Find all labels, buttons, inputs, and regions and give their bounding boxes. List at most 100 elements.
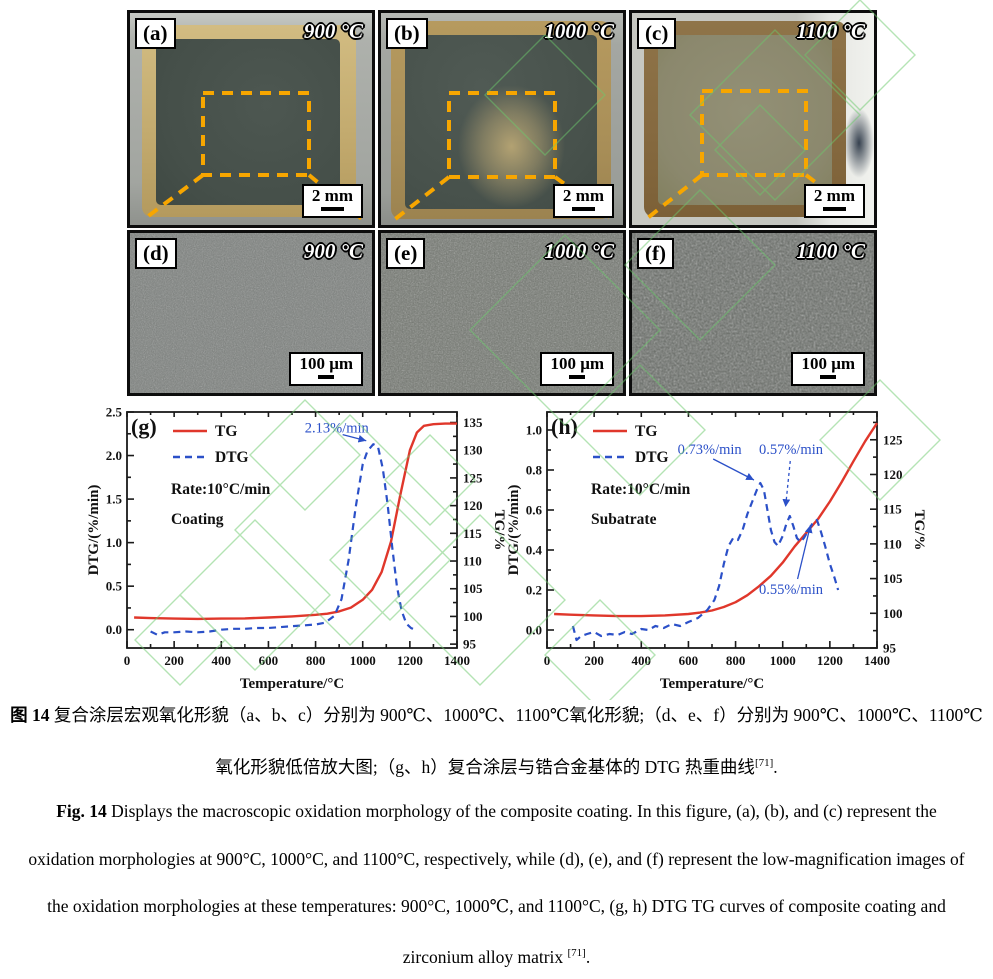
svg-text:0.2: 0.2 [526, 583, 542, 598]
caption-line: oxidation morphologies at 900°C, 1000°C,… [0, 848, 993, 870]
panel-label: (c) [637, 18, 677, 49]
svg-text:1.0: 1.0 [106, 535, 122, 550]
chart-h-tg-dtg-substrate: 0 200 400 600 800 1000 1200 1400 0.0 0.2 0.4 0.6 0.8… [506, 411, 925, 692]
scale-bar-line [318, 375, 335, 379]
caption: 图 14 复合涂层宏观氧化形貌（a、b、c）分别为 900℃、1000℃、110… [0, 700, 993, 979]
scale-bar: 100 μm [540, 352, 614, 386]
sem-panel-e: (e) 1000 °C 100 μm [378, 230, 626, 396]
scale-bar-text: 100 μm [299, 354, 353, 373]
svg-text:125: 125 [883, 432, 903, 447]
panel-label-text: (b) [394, 21, 420, 45]
svg-text:115: 115 [883, 502, 902, 517]
scale-bar: 2 mm [301, 184, 363, 218]
svg-text:0: 0 [124, 653, 131, 668]
scale-bar: 2 mm [552, 184, 614, 218]
svg-text:400: 400 [632, 653, 652, 668]
svg-text:0.73%/min: 0.73%/min [678, 442, 743, 458]
svg-text:TG/%: TG/% [491, 510, 505, 551]
sem-panel-f: (f) 1100 °C 100 μm [629, 230, 877, 396]
temperature-label: 1000 °C [544, 239, 614, 263]
caption-reference: [71] [754, 757, 774, 769]
svg-text:0.5: 0.5 [106, 579, 123, 594]
scale-bar-line [823, 207, 846, 211]
svg-text:1000: 1000 [350, 653, 376, 668]
temperature-label: 1000 °C [544, 19, 614, 43]
svg-text:Coating: Coating [171, 511, 224, 528]
scale-bar-line [321, 207, 344, 211]
panel-label-text: (c) [645, 21, 669, 45]
svg-text:Subatrate: Subatrate [591, 511, 657, 528]
panel-label: (a) [135, 18, 176, 49]
panel-label-text: (f) [645, 241, 666, 265]
svg-text:120: 120 [463, 498, 483, 513]
svg-text:95: 95 [463, 637, 477, 652]
caption-text: Displays the macroscopic oxidation morph… [111, 801, 937, 821]
caption-text: oxidation morphologies at 900°C, 1000°C,… [28, 849, 965, 869]
svg-text:0.0: 0.0 [526, 623, 542, 638]
svg-text:2.0: 2.0 [106, 448, 122, 463]
caption-reference: [71] [567, 947, 586, 959]
panel-label-text: (d) [143, 241, 169, 265]
panel-label: (d) [135, 238, 177, 269]
caption-line: the oxidation morphologies at these temp… [0, 895, 993, 917]
svg-text:200: 200 [584, 653, 604, 668]
svg-text:Rate:10°C/min: Rate:10°C/min [591, 481, 691, 498]
caption-label: Fig. 14 [56, 801, 112, 821]
svg-text:135: 135 [463, 415, 483, 430]
svg-text:DTG: DTG [215, 449, 249, 466]
svg-text:TG: TG [215, 423, 237, 440]
caption-text: . [773, 756, 778, 777]
svg-text:0: 0 [544, 653, 551, 668]
svg-text:115: 115 [463, 526, 482, 541]
svg-text:Temperature/°C: Temperature/°C [660, 676, 764, 692]
svg-text:(h): (h) [551, 414, 578, 439]
svg-text:DTG/(%/min): DTG/(%/min) [506, 485, 522, 576]
scale-bar-line [572, 207, 595, 211]
svg-text:100: 100 [463, 609, 483, 624]
panel-label: (e) [386, 238, 426, 269]
svg-text:0.8: 0.8 [526, 463, 543, 478]
scale-bar-line [820, 375, 837, 379]
sem-panel-d: (d) 900 °C 100 μm [127, 230, 375, 396]
svg-text:800: 800 [306, 653, 326, 668]
svg-text:105: 105 [463, 581, 483, 596]
photo-panel-b: (b) 1000 °C 2 mm [378, 10, 626, 228]
scale-bar: 100 μm [791, 352, 865, 386]
svg-text:1200: 1200 [817, 653, 843, 668]
caption-text: 复合涂层宏观氧化形貌（a、b、c）分别为 900℃、1000℃、1100℃氧化形… [53, 705, 983, 725]
svg-text:105: 105 [883, 571, 903, 586]
panel-label: (b) [386, 18, 428, 49]
svg-text:110: 110 [883, 536, 902, 551]
caption-label: 图 14 [10, 705, 54, 725]
svg-text:200: 200 [164, 653, 184, 668]
svg-text:800: 800 [726, 653, 746, 668]
photo-panel-a: (a) 900 °C 2 mm [127, 10, 375, 228]
caption-text: 氧化形貌低倍放大图;（g、h）复合涂层与锆合金基体的 DTG 热重曲线 [215, 756, 755, 777]
svg-text:0.57%/min: 0.57%/min [759, 442, 824, 458]
scale-bar-text: 100 μm [550, 354, 604, 373]
svg-text:Temperature/°C: Temperature/°C [240, 676, 344, 692]
caption-line: zirconium alloy matrix [71]. [0, 942, 993, 968]
scale-bar-text: 2 mm [311, 186, 353, 205]
svg-text:0.55%/min: 0.55%/min [759, 582, 824, 598]
svg-text:110: 110 [463, 554, 482, 569]
svg-text:130: 130 [463, 443, 483, 458]
scale-bar-line [569, 375, 586, 379]
scale-bar: 100 μm [289, 352, 363, 386]
svg-text:100: 100 [883, 606, 903, 621]
svg-text:Rate:10°C/min: Rate:10°C/min [171, 481, 271, 498]
caption-text: the oxidation morphologies at these temp… [47, 896, 946, 916]
scale-bar-text: 2 mm [562, 186, 604, 205]
temperature-label: 900 °C [303, 239, 363, 263]
temperature-label: 1100 °C [796, 239, 866, 263]
svg-text:1200: 1200 [397, 653, 423, 668]
caption-text: . [585, 946, 591, 967]
caption-line: Fig. 14 Displays the macroscopic oxidati… [0, 800, 993, 822]
svg-text:(g): (g) [131, 414, 157, 439]
svg-text:0.4: 0.4 [526, 543, 543, 558]
svg-text:1400: 1400 [444, 653, 470, 668]
panel-label-text: (e) [394, 241, 418, 265]
svg-text:600: 600 [679, 653, 699, 668]
scale-bar-text: 100 μm [801, 354, 855, 373]
scale-bar-text: 2 mm [813, 186, 855, 205]
